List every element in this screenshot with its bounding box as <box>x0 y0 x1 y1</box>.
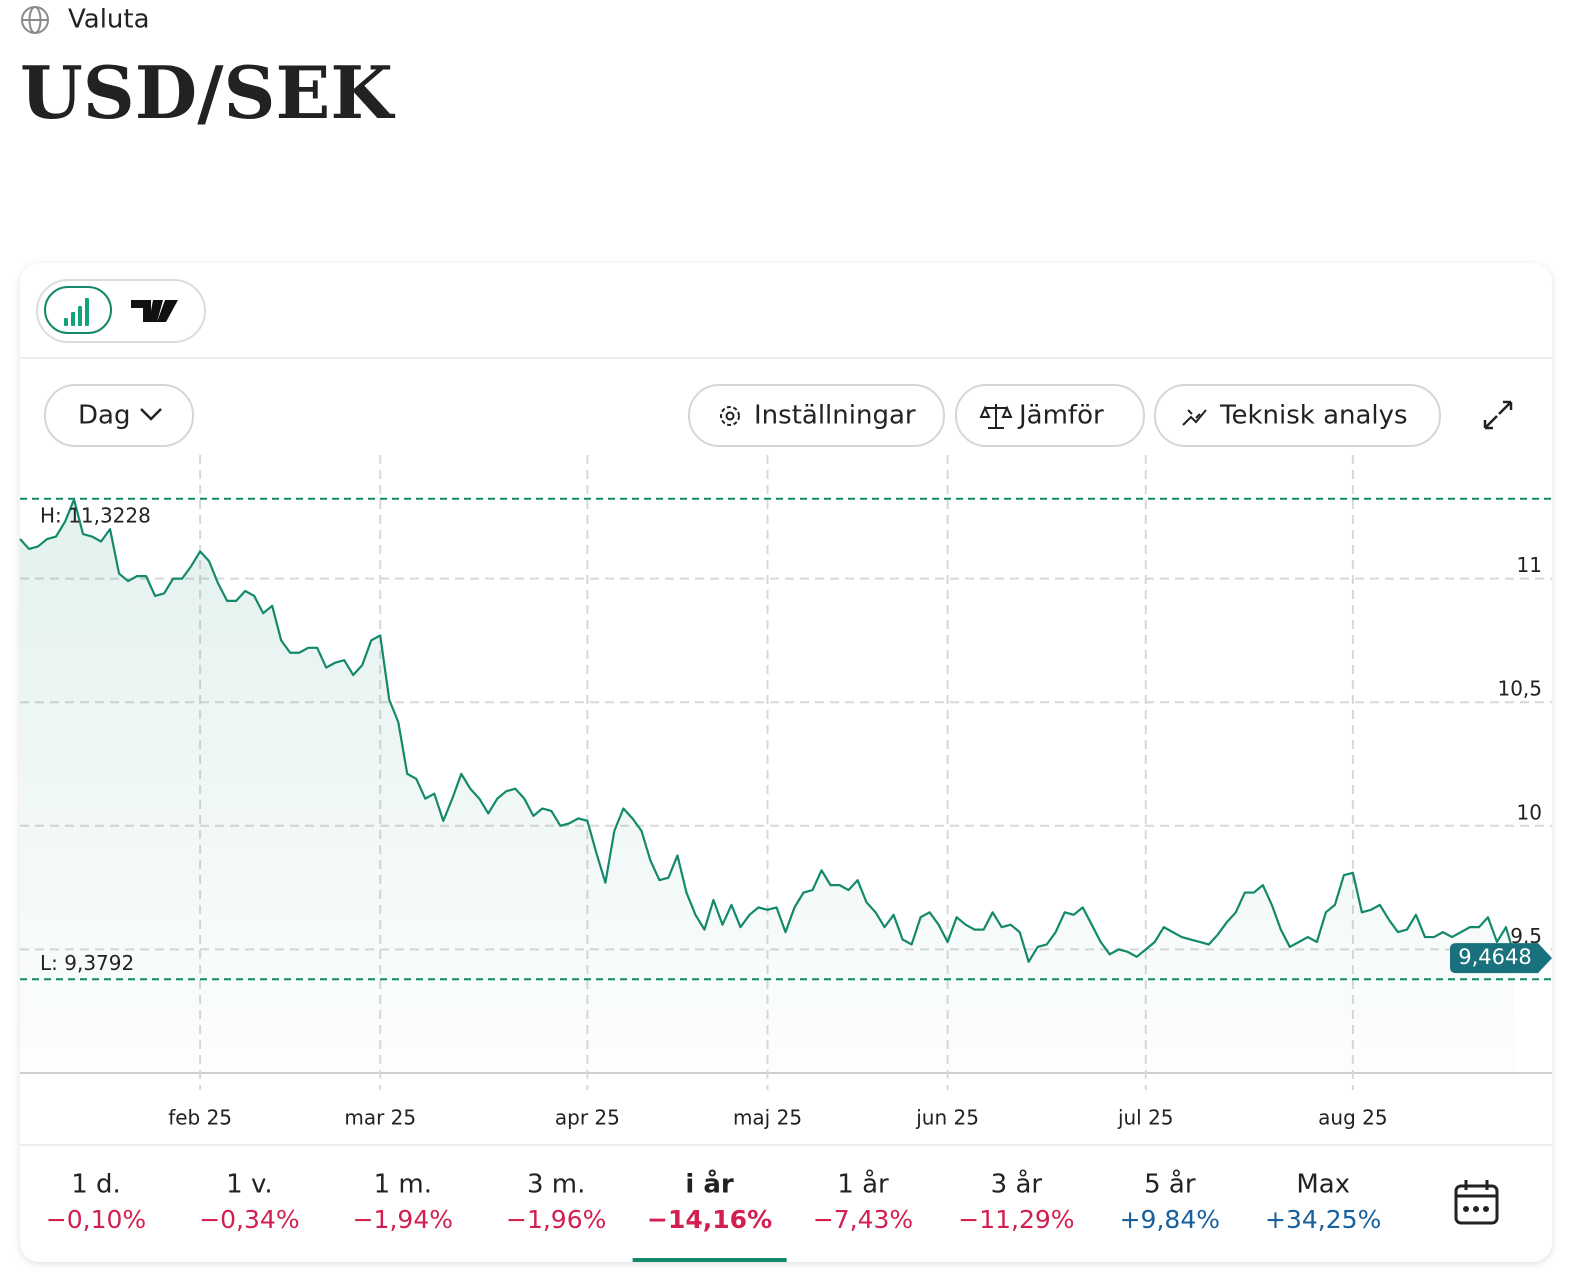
tradingview-option[interactable] <box>131 300 178 322</box>
high-label: H: 11,3228 <box>40 503 151 527</box>
area <box>20 499 1515 1073</box>
x-tick-label: aug 25 <box>1318 1106 1387 1130</box>
category: Valuta <box>68 5 150 35</box>
calendar-button[interactable] <box>1454 1180 1499 1225</box>
period-tab[interactable]: 1 m. −1,94% <box>353 1170 453 1235</box>
last-price-tag <box>1450 943 1552 974</box>
active-tab-indicator <box>632 1258 787 1262</box>
settings-button[interactable]: Inställningar <box>688 384 945 447</box>
trend-icon <box>1182 409 1207 426</box>
bars-icon <box>64 298 89 326</box>
period-change: −1,94% <box>353 1205 453 1234</box>
period-tab[interactable]: i år −14,16% <box>632 1168 787 1263</box>
period-tab[interactable]: 1 d. −0,10% <box>46 1170 146 1235</box>
period-change: −1,96% <box>506 1205 606 1234</box>
globe-icon <box>21 6 49 34</box>
button-label: Teknisk analys <box>1219 401 1408 431</box>
period-change: −7,43% <box>813 1205 913 1234</box>
y-tick-label: 10 <box>1517 800 1542 824</box>
button-frame <box>688 384 945 447</box>
period-change: −11,29% <box>958 1205 1074 1234</box>
period-change: +9,84% <box>1120 1205 1220 1234</box>
x-tick-label: jun 25 <box>915 1106 979 1130</box>
button-label: Jämför <box>1017 401 1104 431</box>
button-frame <box>955 384 1145 447</box>
gear-icon <box>725 411 735 421</box>
period-change: −0,34% <box>199 1205 299 1234</box>
compare-button[interactable]: Jämför <box>955 384 1145 447</box>
chevron <box>140 408 162 421</box>
technical-analysis-button[interactable]: Teknisk analys <box>1154 384 1441 447</box>
x-tick-label: maj 25 <box>733 1106 802 1130</box>
y-tick-label: 10,5 <box>1497 677 1542 701</box>
interval-dropdown[interactable]: Dag <box>44 384 194 447</box>
y-tick-label: 11 <box>1517 553 1542 577</box>
gear-icon <box>720 406 740 426</box>
period-change: −0,10% <box>46 1205 146 1234</box>
period-label: Max <box>1296 1170 1350 1200</box>
period-tab[interactable]: Max +34,25% <box>1265 1170 1381 1235</box>
period-tab[interactable]: 1 v. −0,34% <box>199 1170 299 1235</box>
low-label: L: 9,3792 <box>40 951 134 975</box>
button-frame <box>44 384 194 447</box>
x-tick-label: feb 25 <box>168 1106 232 1130</box>
period-label: 3 m. <box>527 1170 585 1200</box>
price-line <box>19 498 1517 963</box>
period-change: +34,25% <box>1265 1205 1381 1234</box>
period-tab[interactable]: 5 år +9,84% <box>1120 1169 1220 1235</box>
period-label: i år <box>685 1168 734 1200</box>
period-label: 5 år <box>1144 1169 1196 1200</box>
period-label: 1 m. <box>374 1170 432 1200</box>
interval-label: Dag <box>78 401 130 431</box>
period-label: 1 år <box>837 1169 889 1200</box>
period-tab[interactable]: 3 m. −1,96% <box>506 1170 606 1235</box>
period-tab[interactable]: 1 år −7,43% <box>813 1169 913 1235</box>
period-tab[interactable]: 3 år −11,29% <box>958 1169 1074 1235</box>
period-label: 1 v. <box>226 1170 272 1200</box>
scale-icon <box>979 404 1013 429</box>
period-label: 3 år <box>991 1169 1043 1200</box>
chart-type-toggle[interactable] <box>36 279 206 343</box>
fullscreen-button[interactable] <box>1483 400 1513 430</box>
x-tick-label: apr 25 <box>555 1106 620 1130</box>
period-tabs: 1 d. −0,10% 1 v. −0,34% 1 m. −1,94% 3 m. −1,96%… <box>46 1168 1381 1263</box>
button-frame <box>1154 384 1441 447</box>
button-label: Inställningar <box>754 401 916 431</box>
page-title: USD/SEK <box>20 50 395 135</box>
last-price-label: 9,4648 <box>1458 945 1531 969</box>
period-change: −14,16% <box>647 1205 772 1234</box>
period-label: 1 d. <box>71 1170 121 1200</box>
x-tick-label: mar 25 <box>344 1106 416 1130</box>
x-tick-label: jul 25 <box>1117 1106 1174 1130</box>
